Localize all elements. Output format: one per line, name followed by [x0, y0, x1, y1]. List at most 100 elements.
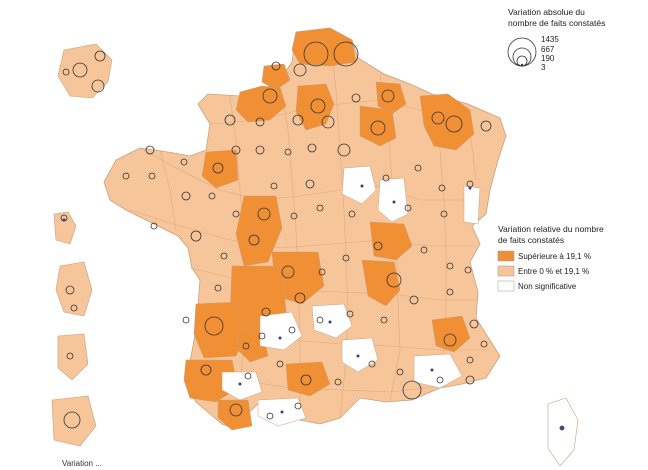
size-legend-value-2: 667 [541, 45, 555, 54]
proportional-circle-icon [305, 179, 315, 189]
proportional-circle-icon [94, 50, 106, 62]
legend-swatch-high [497, 250, 515, 262]
proportional-circle-icon [436, 376, 444, 384]
proportional-circle-icon [404, 204, 412, 212]
size-legend-value-3: 190 [541, 54, 555, 63]
reunion-island [51, 395, 97, 447]
proportional-circle-icon [271, 61, 281, 71]
proportional-circle-icon [290, 212, 298, 220]
proportional-circle-icon [72, 62, 88, 78]
proportional-circle-icon [66, 352, 74, 360]
small-dot-icon [560, 426, 564, 430]
small-dot-icon [356, 354, 360, 358]
proportional-circle-icon [262, 88, 278, 104]
proportional-circle-icon [65, 285, 75, 295]
proportional-circle-icon [231, 145, 241, 155]
proportional-circle-icon [150, 222, 158, 230]
proportional-circle-icon [180, 158, 188, 166]
legend-label-high: Supérieure à 19,1 % [518, 252, 591, 261]
legend-swatch-mid [497, 265, 515, 277]
proportional-circle-icon [337, 143, 351, 157]
proportional-circle-icon [91, 79, 105, 93]
proportional-circle-icon [300, 374, 312, 386]
proportional-circle-icon [288, 326, 296, 334]
proportional-circle-icon [232, 210, 240, 218]
small-dot-icon [392, 200, 396, 204]
proportional-circle-icon [443, 333, 457, 347]
proportional-circle-icon [224, 114, 236, 126]
proportional-circle-icon [414, 164, 422, 172]
proportional-circle-icon [334, 378, 342, 386]
proportional-circles [60, 41, 565, 431]
proportional-circle-icon [446, 288, 454, 296]
color-legend-title-1: Variation relative du nombre [498, 224, 604, 234]
small-dot-icon [238, 382, 242, 386]
proportional-circle-icon [402, 380, 422, 400]
proportional-circle-icon [220, 252, 228, 260]
small-dot-icon [328, 320, 332, 324]
proportional-circle-icon [294, 292, 306, 304]
color-legend-title-2: de faits constatés [498, 235, 564, 245]
proportional-circle-icon [190, 230, 202, 242]
proportional-circle-icon [242, 342, 250, 350]
small-dot-icon [62, 218, 66, 222]
proportional-circle-icon [480, 340, 488, 348]
small-dot-icon [430, 368, 434, 372]
proportional-circle-icon [464, 266, 472, 274]
proportional-circle-icon [431, 111, 445, 125]
proportional-circle-icon [386, 272, 402, 288]
proportional-circle-icon [181, 191, 191, 201]
proportional-circle-icon [342, 254, 350, 262]
legend-label-none: Non significative [518, 282, 577, 291]
color-legend: Variation relative du nombre de faits co… [497, 224, 604, 292]
proportional-circle-icon [318, 268, 326, 276]
size-legend-title-1: Variation absolue du [508, 7, 585, 17]
proportional-circle-icon [244, 372, 252, 380]
proportional-circle-icon [382, 174, 390, 182]
proportional-circle-icon [321, 115, 335, 129]
proportional-circle-icon [270, 182, 278, 190]
proportional-circle-icon [204, 316, 224, 336]
size-legend: Variation absolue du nombre de faits con… [507, 7, 605, 72]
proportional-circle-icon [409, 295, 419, 305]
proportional-circle-icon [420, 246, 428, 254]
proportional-circle-icon [333, 41, 359, 67]
proportional-circle-icon [229, 403, 243, 417]
proportional-circle-icon [346, 310, 354, 318]
proportional-circle-icon [63, 411, 81, 429]
corsica-island [547, 397, 579, 467]
proportional-circle-icon [469, 319, 479, 329]
proportional-circle-icon [466, 356, 474, 364]
proportional-circle-icon [381, 89, 395, 103]
proportional-circle-icon [248, 234, 260, 246]
small-dot-icon [280, 410, 284, 414]
proportional-circle-icon [293, 63, 307, 77]
source-text: Variation ... [62, 459, 102, 468]
non-significant-regions [221, 165, 481, 427]
proportional-circle-icon [200, 364, 212, 376]
proportional-circle-icon [266, 412, 274, 420]
proportional-circle-icon [307, 143, 317, 153]
proportional-circle-icon [148, 172, 156, 180]
legend-circle-large-icon [507, 37, 537, 67]
proportional-circle-icon [438, 184, 446, 192]
size-legend-value-1: 1435 [541, 35, 559, 44]
small-dot-icon [360, 184, 364, 188]
martinique-island [53, 211, 77, 245]
proportional-circle-icon [446, 262, 454, 270]
proportional-circle-icon [465, 375, 475, 385]
proportional-circle-icon [348, 210, 356, 218]
proportional-circle-icon [281, 265, 295, 279]
proportional-circle-icon [310, 98, 326, 114]
proportional-circle-icon [261, 307, 271, 317]
proportional-circle-icon [480, 120, 492, 132]
proportional-circle-icon [396, 368, 404, 376]
proportional-circle-icon [445, 115, 463, 133]
proportional-circle-icon [368, 360, 376, 368]
proportional-circle-icon [559, 425, 565, 431]
legend-swatch-none [497, 280, 515, 292]
proportional-circle-icon [255, 117, 265, 127]
proportional-circle-icon [208, 192, 216, 200]
proportional-circle-icon [440, 210, 448, 218]
